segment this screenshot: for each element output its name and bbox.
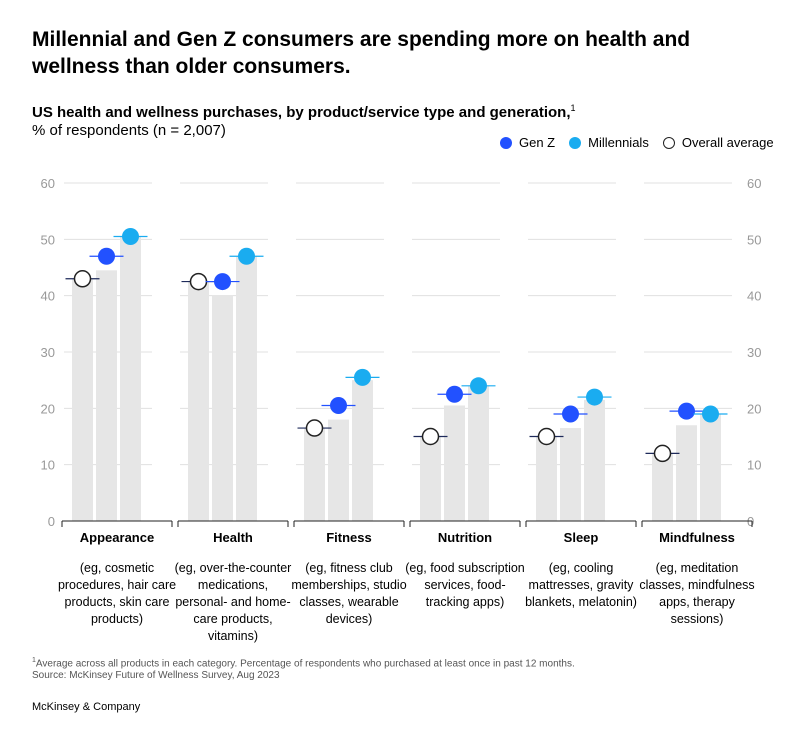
bar (584, 399, 605, 521)
overall-average-marker (421, 427, 440, 446)
y-tick-label-right: 10 (747, 458, 761, 473)
bar (304, 428, 325, 521)
category-label: Appearance (80, 530, 154, 545)
y-tick-label-left: 0 (48, 514, 55, 529)
category-description: (eg, fitness club memberships, studio cl… (291, 561, 407, 626)
y-tick-label-right: 40 (747, 289, 761, 304)
bar (328, 419, 349, 521)
y-tick-label-left: 60 (41, 176, 55, 191)
category-description: (eg, over-the-counter medications, perso… (174, 561, 292, 643)
category-description: (eg, cosmetic procedures, hair care prod… (57, 561, 177, 626)
legend: Gen Z Millennials Overall average (500, 135, 774, 150)
millennials-marker (702, 405, 719, 423)
subtitle-footnote-marker: 1 (570, 103, 576, 113)
gen-z-marker (446, 385, 463, 403)
overall-average-marker (189, 272, 208, 291)
overall-average-marker (537, 427, 556, 446)
bar (188, 281, 209, 521)
y-tick-label-left: 30 (41, 345, 55, 360)
bar (420, 436, 441, 521)
footnote-block: 1Average across all products in each cat… (32, 655, 575, 682)
legend-item-millennials: Millennials (569, 135, 649, 150)
overall-average-marker (653, 444, 672, 463)
y-tick-label-left: 20 (41, 401, 55, 416)
bar (700, 413, 721, 521)
y-tick-label-right: 30 (747, 345, 761, 360)
millennials-dot-icon (569, 136, 582, 149)
millennials-marker (238, 247, 255, 265)
bar (236, 256, 257, 521)
bar (72, 278, 93, 521)
y-tick-label-left: 40 (41, 289, 55, 304)
gen-z-marker (98, 247, 115, 265)
legend-label-gen-z: Gen Z (519, 135, 556, 150)
footnote-marker: 1 (32, 657, 36, 664)
bar (560, 428, 581, 521)
y-tick-label-left: 50 (41, 232, 55, 247)
brand-logo: McKinsey & Company (32, 701, 141, 713)
y-tick-label-right: 50 (747, 232, 761, 247)
legend-label-overall: Overall average (681, 135, 774, 150)
y-tick-label-left: 10 (41, 458, 55, 473)
footnote-body: Average across all products in each cate… (35, 658, 575, 670)
legend-label-millennials: Millennials (588, 135, 649, 150)
category-label: Sleep (564, 530, 599, 545)
footnote-text: 1Average across all products in each cat… (32, 655, 575, 670)
chart-plot: 00101020203030404050506060AppearanceHeal… (41, 176, 762, 545)
bar (444, 405, 465, 521)
gen-z-marker (562, 405, 579, 423)
millennials-marker (354, 368, 371, 386)
gen-z-marker (214, 273, 231, 291)
gen-z-marker (678, 402, 695, 420)
bar (212, 295, 233, 521)
legend-item-gen-z: Gen Z (500, 135, 555, 150)
source-text: Source: McKinsey Future of Wellness Surv… (32, 670, 280, 682)
category-description: (eg, meditation classes, mindfulness app… (639, 561, 755, 626)
unit-label: % of respondents (n = 2,007) (32, 122, 226, 139)
category-label: Fitness (326, 530, 372, 545)
category-label: Nutrition (438, 530, 492, 545)
millennials-marker (586, 388, 603, 406)
chart-title: Millennial and Gen Z consumers are spend… (32, 28, 691, 78)
legend-item-overall: Overall average (662, 135, 774, 150)
millennials-marker (470, 377, 487, 395)
bar (652, 453, 673, 521)
gen-z-dot-icon (500, 136, 512, 149)
bar (676, 425, 697, 521)
bar (536, 436, 557, 521)
bar (468, 385, 489, 521)
bar (352, 380, 373, 521)
bar (96, 270, 117, 521)
chart-subtitle: US health and wellness purchases, by pro… (32, 103, 576, 121)
subtitle-text: US health and wellness purchases, by pro… (32, 104, 571, 121)
category-description: (eg, food subscription services, food-tr… (405, 561, 525, 609)
y-tick-label-right: 20 (747, 401, 761, 416)
category-label: Mindfulness (659, 530, 735, 545)
category-description: (eg, cooling mattresses, gravity blanket… (525, 561, 637, 609)
overall-average-dot-icon (662, 136, 675, 149)
gen-z-marker (330, 397, 347, 415)
millennials-marker (122, 228, 139, 246)
overall-average-marker (73, 270, 92, 288)
overall-average-marker (305, 419, 324, 437)
y-tick-label-right: 60 (747, 176, 761, 191)
bar (120, 236, 141, 521)
category-label: Health (213, 530, 253, 545)
